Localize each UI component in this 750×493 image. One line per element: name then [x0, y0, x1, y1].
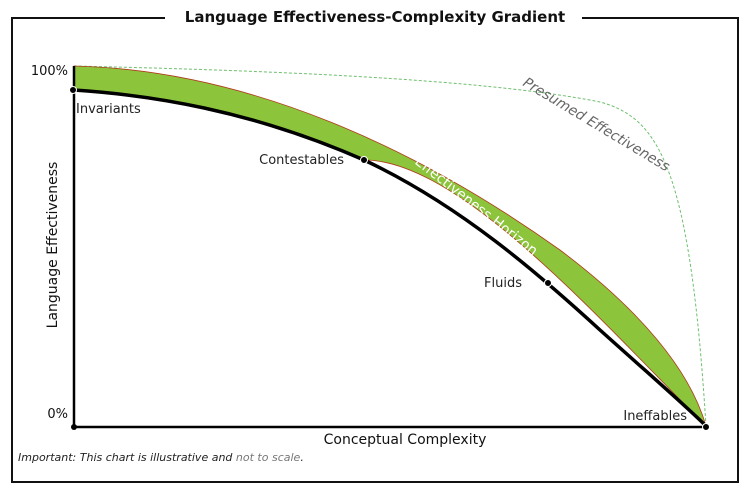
- x-axis-label: Conceptual Complexity: [324, 432, 487, 448]
- label-invariants: Invariants: [76, 102, 141, 117]
- y-axis-label: Language Effectiveness: [45, 162, 61, 329]
- presumed-effectiveness-curve: [73, 65, 707, 427]
- diagram-title: Language Effectiveness-Complexity Gradie…: [185, 8, 565, 26]
- footnote-text-b: not to scale: [236, 451, 301, 464]
- footnote-colon: :: [73, 451, 77, 464]
- point-fluids: [544, 279, 552, 287]
- outer-frame: [11, 17, 739, 483]
- point-invariants: [69, 86, 77, 94]
- point-ineffables: [702, 423, 710, 431]
- origin-dot: [71, 424, 77, 430]
- actual-effectiveness-line: [73, 88, 708, 428]
- y-tick-bottom: 0%: [47, 407, 68, 422]
- footnote-prefix: Important: [18, 451, 73, 464]
- label-ineffables: Ineffables: [623, 409, 687, 424]
- footnote: Important: This chart is illustrative an…: [18, 451, 304, 464]
- footnote-text-c: .: [300, 451, 304, 464]
- label-contestables: Contestables: [259, 153, 344, 168]
- label-effectiveness-horizon: Effectiveness Horizon: [412, 154, 541, 260]
- effectiveness-horizon-band: [73, 65, 707, 428]
- point-contestables: [360, 156, 368, 164]
- label-presumed-effectiveness: Presumed Effectiveness: [520, 75, 672, 175]
- y-tick-top: 100%: [31, 64, 68, 79]
- footnote-text-a: This chart is illustrative and: [76, 451, 236, 464]
- label-fluids: Fluids: [484, 276, 522, 291]
